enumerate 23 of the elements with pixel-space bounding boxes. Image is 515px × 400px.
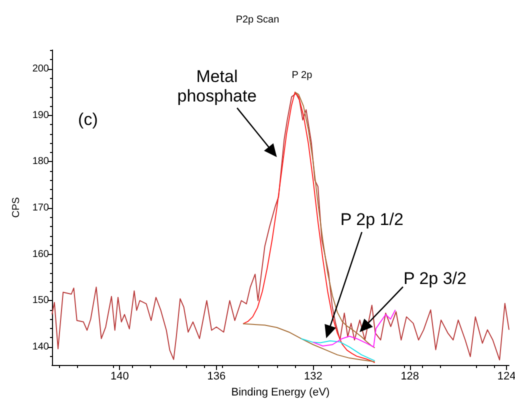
annotation: (c) [78,110,98,129]
x-tick-label: 128 [400,370,420,382]
x-axis-title: Binding Energy (eV) [231,386,330,398]
line-series [300,338,376,362]
annotation: P 2p 3/2 [403,269,466,288]
line-series [312,309,396,348]
y-tick-label: 170 [32,202,50,214]
annotation: Metal phosphate [177,67,257,106]
line-series [294,92,376,348]
x-tick-label: 140 [110,370,129,382]
chart-title: P2p Scan [236,14,280,26]
y-tick-label: 200 [32,63,50,74]
y-tick-label: 140 [32,341,50,352]
annotation: P 2p 1/2 [340,210,404,230]
x-tick-label: 132 [304,370,322,382]
y-tick-label: 150 [32,295,50,306]
y-tick-label: 180 [32,156,50,168]
x-tick-label: 136 [207,370,226,382]
y-axis-title: CPS [10,196,22,218]
line-series [242,323,376,362]
y-tick-label: 160 [32,248,50,260]
annotation: P 2p [292,70,313,82]
y-tick-label: 190 [32,110,50,121]
